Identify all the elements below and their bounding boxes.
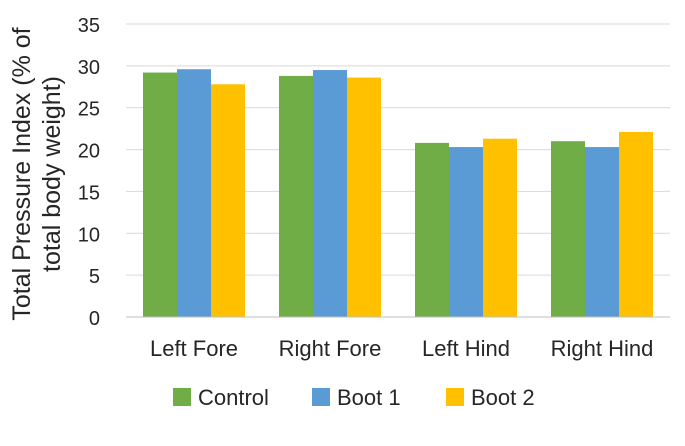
y-tick-label: 30 <box>78 57 100 79</box>
legend: Control Boot 1 Boot 2 <box>173 385 535 410</box>
y-axis-title-line-2: total body weight) <box>38 76 66 272</box>
bar-boot-2-left-fore <box>211 84 245 317</box>
legend-swatch <box>446 388 464 406</box>
y-axis-ticks: 0 5 10 15 20 25 30 35 <box>78 15 100 330</box>
legend-swatch <box>312 388 330 406</box>
y-tick-label: 0 <box>89 308 100 330</box>
bar-control-right-hind <box>551 141 585 317</box>
y-tick-label: 20 <box>78 141 100 163</box>
bars <box>143 69 653 318</box>
y-tick-label: 15 <box>78 182 100 204</box>
bar-control-left-fore <box>143 72 177 317</box>
legend-label: Boot 2 <box>471 385 535 410</box>
x-tick-label: Right Hind <box>551 336 654 361</box>
x-tick-label: Left Hind <box>422 336 510 361</box>
x-axis-ticks: Left Fore Right Fore Left Hind Right Hind <box>150 336 653 361</box>
y-axis-title-line-1: Total Pressure Index (% of <box>8 27 36 320</box>
bar-boot-1-right-hind <box>585 147 619 317</box>
bar-control-left-hind <box>415 142 449 317</box>
bar-control-right-fore <box>279 75 313 317</box>
y-tick-label: 5 <box>89 266 100 288</box>
y-tick-label: 25 <box>78 99 100 121</box>
x-tick-label: Left Fore <box>150 336 238 361</box>
legend-label: Boot 1 <box>337 385 401 410</box>
bar-boot-1-left-fore <box>177 69 211 317</box>
y-tick-label: 10 <box>78 224 100 246</box>
x-tick-label: Right Fore <box>279 336 382 361</box>
bar-boot-2-right-hind <box>619 131 653 317</box>
y-tick-label: 35 <box>78 15 100 37</box>
bar-boot-1-right-fore <box>313 70 347 318</box>
y-axis-title: Total Pressure Index (% of total body we… <box>8 27 66 320</box>
legend-swatch <box>173 388 191 406</box>
bar-boot-1-left-hind <box>449 147 483 317</box>
bar-boot-2-right-fore <box>347 77 381 317</box>
bar-boot-2-left-hind <box>483 138 517 317</box>
legend-label: Control <box>198 385 269 410</box>
